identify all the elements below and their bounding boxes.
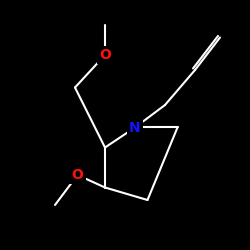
Text: O: O [72, 168, 84, 182]
Text: N: N [129, 120, 141, 134]
Text: O: O [99, 48, 111, 62]
